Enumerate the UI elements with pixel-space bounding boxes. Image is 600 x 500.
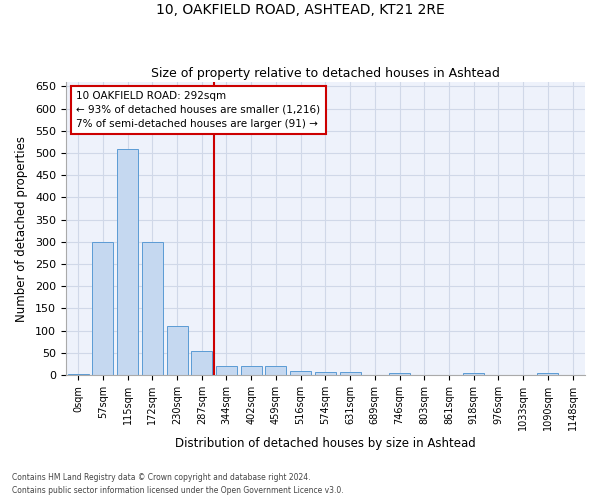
- Bar: [538, 373, 559, 375]
- Text: 10, OAKFIELD ROAD, ASHTEAD, KT21 2RE: 10, OAKFIELD ROAD, ASHTEAD, KT21 2RE: [155, 2, 445, 16]
- Bar: [241, 366, 262, 375]
- Bar: [142, 242, 163, 375]
- Bar: [340, 372, 361, 375]
- Bar: [290, 370, 311, 375]
- Bar: [389, 373, 410, 375]
- Bar: [92, 242, 113, 375]
- Title: Size of property relative to detached houses in Ashtead: Size of property relative to detached ho…: [151, 66, 500, 80]
- Text: 10 OAKFIELD ROAD: 292sqm
← 93% of detached houses are smaller (1,216)
7% of semi: 10 OAKFIELD ROAD: 292sqm ← 93% of detach…: [76, 91, 320, 129]
- Bar: [117, 148, 138, 375]
- Bar: [167, 326, 188, 375]
- Text: Contains HM Land Registry data © Crown copyright and database right 2024.
Contai: Contains HM Land Registry data © Crown c…: [12, 474, 344, 495]
- Bar: [216, 366, 237, 375]
- Bar: [265, 366, 286, 375]
- X-axis label: Distribution of detached houses by size in Ashtead: Distribution of detached houses by size …: [175, 437, 476, 450]
- Bar: [463, 373, 484, 375]
- Y-axis label: Number of detached properties: Number of detached properties: [15, 136, 28, 322]
- Bar: [315, 372, 336, 375]
- Bar: [68, 374, 89, 375]
- Bar: [191, 350, 212, 375]
